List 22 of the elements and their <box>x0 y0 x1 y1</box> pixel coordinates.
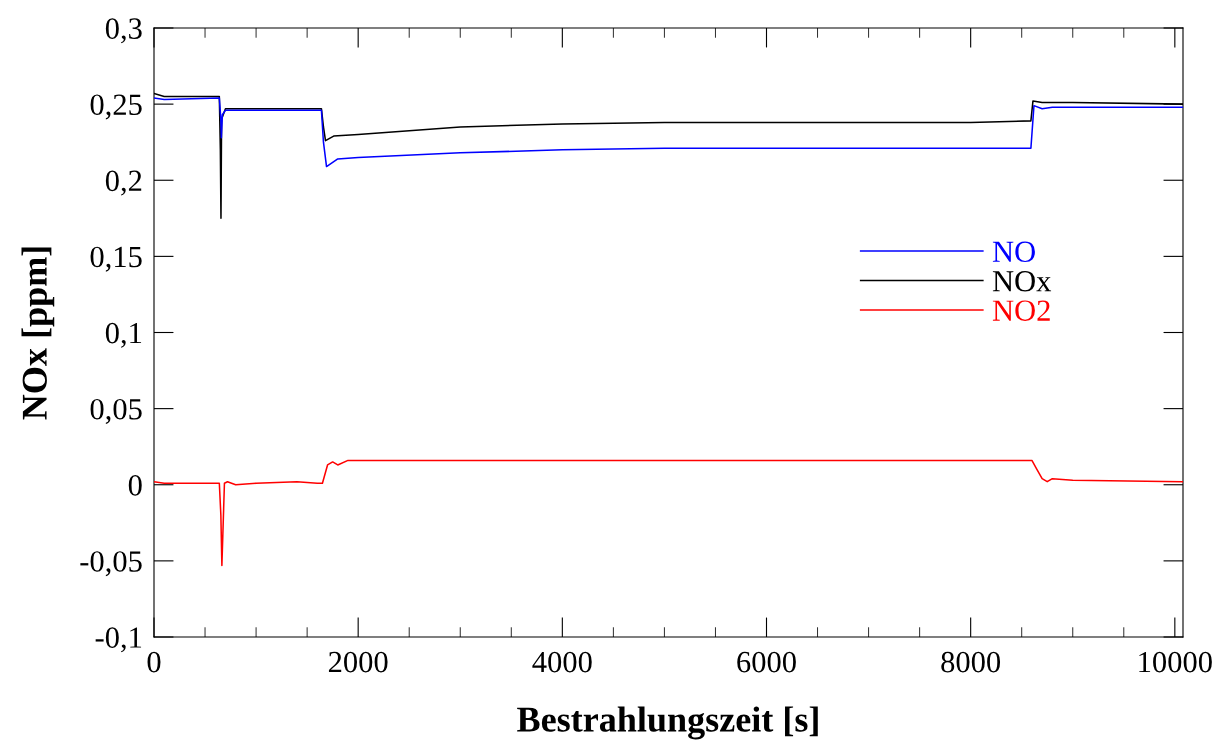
y-axis-title: NOx [ppm] <box>21 247 55 420</box>
y-tick-label: -0,05 <box>80 551 142 577</box>
x-tick-label: 8000 <box>941 651 1001 673</box>
y-tick-label: 0,1 <box>105 322 142 348</box>
x-axis-title: Bestrahlungszeit [s] <box>517 706 818 740</box>
y-tick-label: 0,25 <box>90 94 142 120</box>
x-tick-label: 4000 <box>532 651 592 673</box>
line-series <box>154 459 1183 567</box>
x-tick-label: 10000 <box>1139 651 1212 673</box>
x-tick-label: 0 <box>147 651 161 673</box>
y-tick-label: 0,05 <box>90 398 142 424</box>
legend-label: NO <box>992 241 1035 263</box>
legend-label: NOx <box>992 270 1052 292</box>
y-tick-label: 0,2 <box>105 170 142 196</box>
x-tick-label: 6000 <box>737 651 796 673</box>
x-tick-label: 2000 <box>328 651 388 673</box>
line-series <box>154 97 1183 168</box>
legend-label: NO2 <box>992 300 1050 321</box>
y-tick-label: -0,1 <box>95 627 142 653</box>
y-tick-label: 0,15 <box>90 246 142 272</box>
y-tick-label: 0 <box>128 475 142 496</box>
y-tick-label: 0,3 <box>105 18 142 44</box>
